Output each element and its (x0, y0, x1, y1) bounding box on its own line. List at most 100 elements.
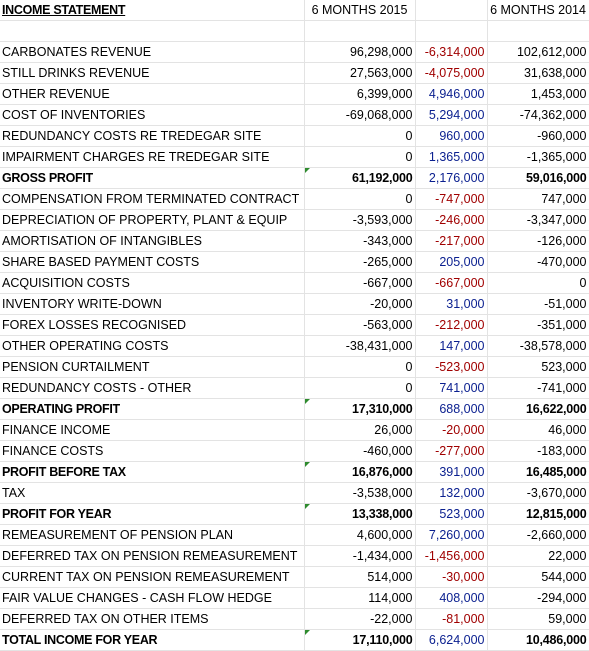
difference-cell[interactable]: -246,000 (415, 209, 488, 231)
difference-cell[interactable]: -217,000 (415, 230, 488, 252)
difference-cell[interactable]: -1,456,000 (415, 545, 488, 567)
value-2015-cell[interactable]: -265,000 (304, 251, 416, 273)
value-2015-cell[interactable]: 514,000 (304, 566, 416, 588)
difference-cell[interactable]: 960,000 (415, 125, 488, 147)
value-2014-cell[interactable]: 59,000 (487, 608, 589, 630)
row-label[interactable]: TAX (0, 482, 305, 504)
value-2014-cell[interactable]: -741,000 (487, 377, 589, 399)
value-2015-cell[interactable]: 114,000 (304, 587, 416, 609)
row-label[interactable]: INVENTORY WRITE-DOWN (0, 293, 305, 315)
row-label[interactable]: PROFIT BEFORE TAX (0, 461, 305, 483)
difference-cell[interactable]: 31,000 (415, 293, 488, 315)
value-2014-cell[interactable]: -74,362,000 (487, 104, 589, 126)
difference-cell[interactable]: 205,000 (415, 251, 488, 273)
value-2015-cell[interactable]: -343,000 (304, 230, 416, 252)
row-label[interactable]: AMORTISATION OF INTANGIBLES (0, 230, 305, 252)
difference-cell[interactable]: 408,000 (415, 587, 488, 609)
row-label[interactable]: REDUNDANCY COSTS - OTHER (0, 377, 305, 399)
blank-cell[interactable] (415, 20, 488, 42)
difference-cell[interactable]: 7,260,000 (415, 524, 488, 546)
difference-cell[interactable]: 391,000 (415, 461, 488, 483)
value-2015-cell[interactable]: 27,563,000 (304, 62, 416, 84)
value-2015-cell[interactable]: -69,068,000 (304, 104, 416, 126)
difference-cell[interactable]: -523,000 (415, 356, 488, 378)
difference-cell[interactable]: -30,000 (415, 566, 488, 588)
value-2014-cell[interactable]: 22,000 (487, 545, 589, 567)
value-2015-cell[interactable]: 4,600,000 (304, 524, 416, 546)
value-2014-cell[interactable]: 0 (487, 272, 589, 294)
value-2014-cell[interactable]: -351,000 (487, 314, 589, 336)
value-2014-cell[interactable]: 46,000 (487, 419, 589, 441)
value-2014-cell[interactable]: 544,000 (487, 566, 589, 588)
blank-cell[interactable] (487, 20, 589, 42)
difference-cell[interactable]: -212,000 (415, 314, 488, 336)
value-2014-cell[interactable]: -3,347,000 (487, 209, 589, 231)
value-2015-cell[interactable]: -22,000 (304, 608, 416, 630)
value-2014-cell[interactable]: 10,486,000 (487, 629, 589, 651)
difference-cell[interactable]: -747,000 (415, 188, 488, 210)
difference-cell[interactable]: 688,000 (415, 398, 488, 420)
difference-cell[interactable]: 147,000 (415, 335, 488, 357)
value-2014-cell[interactable]: -470,000 (487, 251, 589, 273)
value-2014-cell[interactable]: 1,453,000 (487, 83, 589, 105)
value-2014-cell[interactable]: -126,000 (487, 230, 589, 252)
row-label[interactable]: COST OF INVENTORIES (0, 104, 305, 126)
value-2014-cell[interactable]: 16,485,000 (487, 461, 589, 483)
difference-cell[interactable]: 1,365,000 (415, 146, 488, 168)
header-6-months-2014[interactable]: 6 MONTHS 2014 (487, 0, 589, 21)
difference-cell[interactable]: 2,176,000 (415, 167, 488, 189)
value-2015-cell[interactable]: -563,000 (304, 314, 416, 336)
value-2014-cell[interactable]: 523,000 (487, 356, 589, 378)
difference-cell[interactable]: -6,314,000 (415, 41, 488, 63)
value-2015-cell[interactable]: 96,298,000 (304, 41, 416, 63)
row-label[interactable]: IMPAIRMENT CHARGES RE TREDEGAR SITE (0, 146, 305, 168)
value-2014-cell[interactable]: -51,000 (487, 293, 589, 315)
value-2015-cell[interactable]: 0 (304, 377, 416, 399)
header-empty-cell[interactable] (415, 0, 488, 21)
value-2015-cell[interactable]: 0 (304, 356, 416, 378)
difference-cell[interactable]: -4,075,000 (415, 62, 488, 84)
row-label[interactable]: DEFERRED TAX ON OTHER ITEMS (0, 608, 305, 630)
row-label[interactable]: STILL DRINKS REVENUE (0, 62, 305, 84)
value-2015-cell[interactable]: -20,000 (304, 293, 416, 315)
value-2015-cell[interactable]: 0 (304, 188, 416, 210)
value-2015-cell[interactable]: -667,000 (304, 272, 416, 294)
row-label[interactable]: PENSION CURTAILMENT (0, 356, 305, 378)
difference-cell[interactable]: -277,000 (415, 440, 488, 462)
blank-cell[interactable] (0, 20, 305, 42)
difference-cell[interactable]: 132,000 (415, 482, 488, 504)
value-2014-cell[interactable]: 59,016,000 (487, 167, 589, 189)
row-label[interactable]: COMPENSATION FROM TERMINATED CONTRACT (0, 188, 305, 210)
value-2014-cell[interactable]: 12,815,000 (487, 503, 589, 525)
difference-cell[interactable]: 5,294,000 (415, 104, 488, 126)
row-label[interactable]: REMEASUREMENT OF PENSION PLAN (0, 524, 305, 546)
row-label[interactable]: FINANCE COSTS (0, 440, 305, 462)
row-label[interactable]: FOREX LOSSES RECOGNISED (0, 314, 305, 336)
value-2015-cell[interactable]: -3,538,000 (304, 482, 416, 504)
difference-cell[interactable]: -20,000 (415, 419, 488, 441)
value-2015-cell[interactable]: 17,310,000 (304, 398, 416, 420)
difference-cell[interactable]: 4,946,000 (415, 83, 488, 105)
value-2015-cell[interactable]: 16,876,000 (304, 461, 416, 483)
value-2015-cell[interactable]: -460,000 (304, 440, 416, 462)
difference-cell[interactable]: 741,000 (415, 377, 488, 399)
difference-cell[interactable]: 523,000 (415, 503, 488, 525)
row-label[interactable]: ACQUISITION COSTS (0, 272, 305, 294)
row-label[interactable]: CURRENT TAX ON PENSION REMEASUREMENT (0, 566, 305, 588)
blank-cell[interactable] (304, 20, 416, 42)
value-2014-cell[interactable]: -294,000 (487, 587, 589, 609)
sheet-title[interactable]: INCOME STATEMENT (0, 0, 305, 21)
row-label[interactable]: SHARE BASED PAYMENT COSTS (0, 251, 305, 273)
value-2014-cell[interactable]: -960,000 (487, 125, 589, 147)
value-2015-cell[interactable]: 61,192,000 (304, 167, 416, 189)
header-6-months-2015[interactable]: 6 MONTHS 2015 (304, 0, 416, 21)
value-2015-cell[interactable]: 0 (304, 146, 416, 168)
row-label[interactable]: DEPRECIATION OF PROPERTY, PLANT & EQUIP (0, 209, 305, 231)
difference-cell[interactable]: -81,000 (415, 608, 488, 630)
value-2015-cell[interactable]: 0 (304, 125, 416, 147)
value-2015-cell[interactable]: 13,338,000 (304, 503, 416, 525)
value-2014-cell[interactable]: 31,638,000 (487, 62, 589, 84)
row-label[interactable]: CARBONATES REVENUE (0, 41, 305, 63)
value-2014-cell[interactable]: 16,622,000 (487, 398, 589, 420)
row-label[interactable]: GROSS PROFIT (0, 167, 305, 189)
